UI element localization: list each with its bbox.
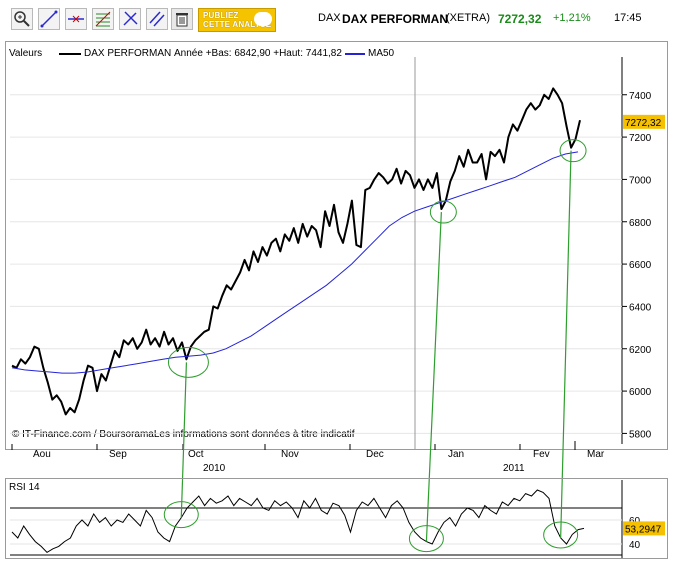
publish-label-line1: PUBLIEZ: [203, 11, 239, 20]
fibonacci-icon[interactable]: [92, 8, 114, 30]
y-tick-label: 7200: [629, 133, 652, 144]
x-year-label: 2010: [203, 463, 226, 474]
trash-icon[interactable]: [171, 8, 193, 30]
rsi-tick-label: 40: [629, 540, 641, 551]
values-label: Valeurs: [9, 48, 43, 59]
ma-swatch: [345, 53, 365, 55]
price-change: +1,21%: [553, 12, 591, 24]
marker-connector: [560, 150, 572, 539]
rsi-line: [11, 489, 585, 554]
y-tick-label: 6600: [629, 260, 652, 271]
y-tick-label: 7400: [629, 91, 652, 102]
rsi-panel[interactable]: [5, 478, 668, 559]
toolbar: PUBLIEZ CETTE ANALYSE: [5, 5, 668, 35]
zoom-icon[interactable]: [11, 8, 33, 30]
rsi-value-tag: [623, 521, 665, 536]
quote-time: 17:45: [614, 12, 642, 24]
series-legend-name: DAX PERFORMAN: [84, 48, 172, 59]
rsi-value-tag-label: 53,2947: [625, 524, 662, 535]
instrument-name: DAX PERFORMAN: [342, 12, 449, 26]
support-marker: [559, 139, 587, 163]
rsi-marker: [543, 521, 579, 549]
last-price: 7272,32: [498, 12, 542, 26]
ma50-line: [11, 151, 579, 374]
x-tick-label: Nov: [281, 449, 299, 460]
y-tick-label: 6800: [629, 218, 652, 229]
horizontal-line-icon[interactable]: [65, 8, 87, 30]
x-tick-label: Fev: [533, 449, 550, 460]
y-tick-label: 7000: [629, 175, 652, 186]
y-tick-label: 6000: [629, 387, 652, 398]
publish-analysis-button[interactable]: PUBLIEZ CETTE ANALYSE: [198, 8, 276, 32]
x-tick-label: Dec: [366, 449, 384, 460]
marker-connector: [180, 362, 188, 518]
last-price-tag: [623, 114, 665, 129]
x-tick-label: Sep: [109, 449, 127, 460]
x-tick-label: Jan: [448, 449, 465, 460]
support-marker: [429, 200, 457, 224]
series-swatch: [59, 53, 81, 55]
marker-connector: [425, 212, 442, 542]
x-tick-label: Mar: [587, 449, 605, 460]
parallel-lines-icon[interactable]: [146, 8, 168, 30]
price-line: [11, 87, 581, 416]
x-year-label: 2011: [503, 463, 525, 474]
speech-bubble-icon: [254, 12, 272, 26]
ma-legend-name: MA50: [368, 48, 395, 59]
x-tick-label: Aou: [33, 449, 51, 460]
draw-line-icon[interactable]: [38, 8, 60, 30]
publish-label-line2: CETTE ANALYSE: [203, 20, 272, 29]
copyright-notice: © IT-Finance.com / BoursoramaLes informa…: [12, 429, 355, 440]
y-tick-label: 6200: [629, 345, 652, 356]
rsi-marker: [408, 525, 444, 553]
rsi-marker: [163, 501, 199, 529]
trend-arrow-icon[interactable]: [119, 8, 141, 30]
x-tick-label: Oct: [188, 449, 204, 460]
y-tick-label: 5800: [629, 429, 652, 440]
last-price-tag-label: 7272,32: [625, 118, 662, 129]
support-marker: [167, 346, 209, 378]
exchange-label: (XETRA): [446, 12, 490, 24]
main-chart-panel[interactable]: [5, 41, 668, 450]
market-label: DAX: [318, 12, 341, 24]
rsi-title: RSI 14: [9, 482, 40, 493]
range-legend: Année +Bas: 6842,90 +Haut: 7441,82: [174, 48, 342, 59]
y-tick-label: 6400: [629, 302, 652, 313]
